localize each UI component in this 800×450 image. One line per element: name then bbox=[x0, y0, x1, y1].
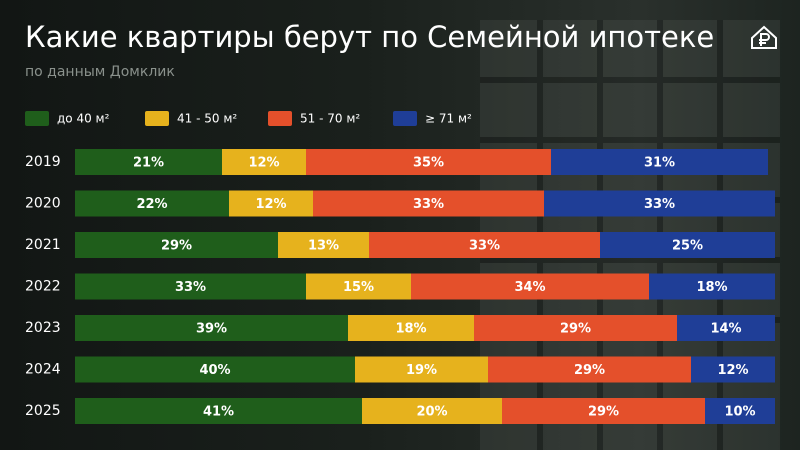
value-label: 33% bbox=[469, 239, 500, 254]
bar-segment bbox=[705, 398, 775, 424]
bar-segment bbox=[75, 398, 362, 424]
value-label: 29% bbox=[574, 363, 605, 378]
bar-segment bbox=[306, 149, 551, 175]
y-tick-label: 2025 bbox=[25, 403, 61, 419]
legend-swatch bbox=[268, 111, 292, 126]
value-label: 41% bbox=[203, 405, 234, 420]
legend-label: до 40 м² bbox=[57, 112, 110, 126]
value-label: 10% bbox=[724, 405, 755, 420]
value-label: 13% bbox=[308, 239, 339, 254]
legend-label: ≥ 71 м² bbox=[425, 112, 472, 126]
y-tick-label: 2022 bbox=[25, 279, 61, 295]
value-label: 29% bbox=[560, 322, 591, 337]
bar-segment bbox=[222, 149, 306, 175]
logo bbox=[751, 25, 777, 49]
bar-segment bbox=[75, 232, 278, 258]
value-label: 29% bbox=[588, 405, 619, 420]
bar-segment bbox=[474, 315, 677, 341]
bar-segment bbox=[677, 315, 775, 341]
value-label: 22% bbox=[136, 197, 167, 212]
value-label: 21% bbox=[133, 156, 164, 171]
y-tick-label: 2024 bbox=[25, 362, 61, 378]
bar-segment bbox=[313, 190, 544, 217]
bar-segment bbox=[544, 190, 775, 217]
value-label: 33% bbox=[413, 197, 444, 212]
bar-segment bbox=[362, 398, 502, 424]
chart-subtitle: по данным Домклик bbox=[25, 64, 175, 80]
bar-segment bbox=[502, 398, 705, 424]
bar-segment bbox=[411, 273, 649, 300]
value-label: 12% bbox=[248, 156, 279, 171]
value-label: 12% bbox=[717, 363, 748, 378]
bar-segment bbox=[75, 273, 306, 300]
legend-swatch bbox=[145, 111, 169, 126]
bar-segment bbox=[551, 149, 768, 175]
value-label: 18% bbox=[395, 322, 426, 337]
y-tick-label: 2023 bbox=[25, 320, 61, 336]
bar-segment bbox=[75, 190, 229, 217]
value-label: 12% bbox=[255, 197, 286, 212]
bar-segment bbox=[649, 273, 775, 300]
value-label: 14% bbox=[710, 322, 741, 337]
bar-segment bbox=[348, 315, 474, 341]
value-label: 19% bbox=[406, 363, 437, 378]
value-label: 40% bbox=[199, 363, 230, 378]
bar-segment bbox=[355, 356, 488, 383]
value-label: 35% bbox=[413, 156, 444, 171]
value-label: 29% bbox=[161, 239, 192, 254]
value-label: 33% bbox=[175, 280, 206, 295]
chart-title: Какие квартиры берут по Семейной ипотеке bbox=[25, 20, 714, 54]
bar-segment bbox=[75, 356, 355, 383]
value-label: 31% bbox=[644, 156, 675, 171]
value-label: 18% bbox=[696, 280, 727, 295]
legend-label: 41 - 50 м² bbox=[177, 112, 237, 126]
bar-segment bbox=[75, 149, 222, 175]
legend-swatch bbox=[25, 111, 49, 126]
bar-segment bbox=[229, 190, 313, 217]
bar-segment bbox=[691, 356, 775, 383]
value-label: 33% bbox=[644, 197, 675, 212]
bar-segment bbox=[369, 232, 600, 258]
value-label: 39% bbox=[196, 322, 227, 337]
value-label: 20% bbox=[416, 405, 447, 420]
bar-segment bbox=[75, 315, 348, 341]
bar-segment bbox=[488, 356, 691, 383]
bar-segment bbox=[600, 232, 775, 258]
value-label: 34% bbox=[514, 280, 545, 295]
bar-segment bbox=[306, 273, 411, 300]
y-tick-label: 2019 bbox=[25, 154, 61, 170]
value-label: 15% bbox=[343, 280, 374, 295]
legend-swatch bbox=[393, 111, 417, 126]
bar-segment bbox=[278, 232, 369, 258]
value-label: 25% bbox=[672, 239, 703, 254]
y-tick-label: 2021 bbox=[25, 237, 61, 253]
legend-label: 51 - 70 м² bbox=[300, 112, 360, 126]
y-tick-label: 2020 bbox=[25, 196, 61, 212]
